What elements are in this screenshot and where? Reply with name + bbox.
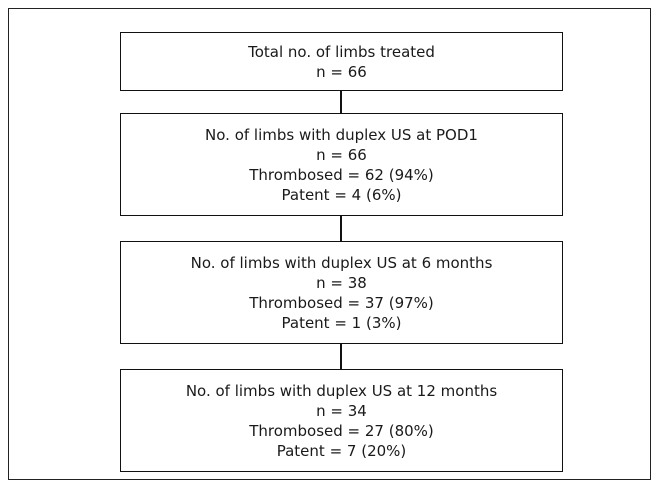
flow-box-total-limbs: Total no. of limbs treated n = 66: [120, 32, 563, 91]
box-count: n = 66: [316, 62, 367, 81]
flow-box-6-months: No. of limbs with duplex US at 6 months …: [120, 241, 563, 344]
box-title: Total no. of limbs treated: [248, 42, 435, 61]
box-patent: Patent = 7 (20%): [276, 441, 407, 460]
box-count: n = 38: [316, 273, 367, 292]
connector-line: [340, 216, 342, 241]
box-thrombosed: Thrombosed = 62 (94%): [249, 165, 434, 184]
box-count: n = 34: [316, 401, 367, 420]
box-patent: Patent = 1 (3%): [281, 313, 402, 332]
connector-line: [340, 344, 342, 369]
flow-box-12-months: No. of limbs with duplex US at 12 months…: [120, 369, 563, 472]
box-thrombosed: Thrombosed = 27 (80%): [249, 421, 434, 440]
box-title: No. of limbs with duplex US at 12 months: [185, 381, 498, 400]
box-patent: Patent = 4 (6%): [281, 185, 402, 204]
box-title: No. of limbs with duplex US at POD1: [205, 125, 478, 144]
figure-frame: [8, 8, 651, 480]
connector-line: [340, 91, 342, 113]
box-title: No. of limbs with duplex US at 6 months: [190, 253, 493, 272]
box-count: n = 66: [316, 145, 367, 164]
flow-box-pod1: No. of limbs with duplex US at POD1 n = …: [120, 113, 563, 216]
box-thrombosed: Thrombosed = 37 (97%): [249, 293, 434, 312]
